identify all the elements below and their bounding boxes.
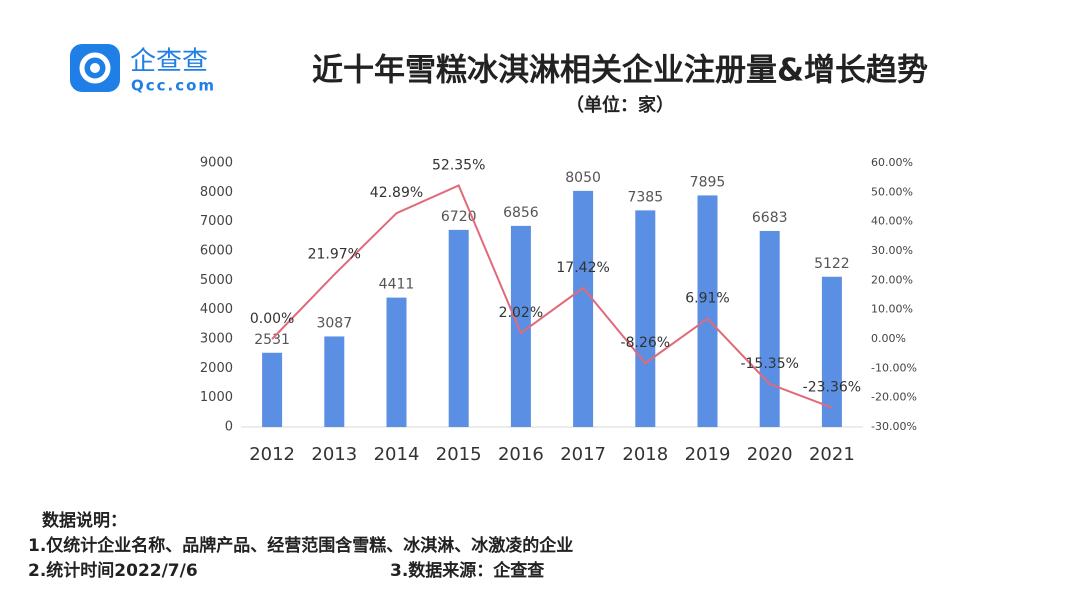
- y-tick-label: 5000: [200, 273, 233, 288]
- bar: [759, 230, 780, 427]
- x-tick-label: 2012: [249, 444, 295, 465]
- logo-name: 企查查: [130, 47, 208, 77]
- y-tick-label: 3000: [200, 332, 233, 347]
- y2-tick-label: -10.00%: [871, 361, 917, 374]
- x-tick-label: 2018: [622, 444, 668, 465]
- y2-tick-label: 10.00%: [871, 303, 913, 316]
- x-tick-label: 2016: [498, 444, 544, 465]
- x-tick-label: 2019: [685, 444, 731, 465]
- bar: [386, 297, 407, 427]
- bar-value-label: 6720: [441, 209, 477, 225]
- note: 3.数据来源：企查查: [390, 560, 545, 581]
- bar-value-label: 7385: [627, 189, 663, 205]
- bar-value-label: 6683: [752, 210, 788, 226]
- line: [271, 184, 833, 409]
- bar: [821, 276, 842, 427]
- line-value-label: -23.36%: [803, 380, 861, 396]
- y-tick-label: 0: [225, 420, 233, 435]
- y2-tick-label: 60.00%: [871, 156, 913, 169]
- line-value-label: 0.00%: [250, 311, 294, 327]
- x-tick-label: 2014: [374, 444, 420, 465]
- y-tick-label: 1000: [200, 390, 233, 405]
- y-tick-label: 9000: [200, 156, 233, 171]
- note: 1.仅统计企业名称、品牌产品、经营范围含雪糕、冰淇淋、冰激凌的企业: [28, 535, 573, 556]
- bar: [573, 190, 594, 427]
- bar: [262, 352, 283, 427]
- line-value-label: 52.35%: [432, 157, 485, 173]
- bar-value-label: 5122: [814, 256, 850, 272]
- y2-tick-label: 30.00%: [871, 244, 913, 257]
- notes-heading: 数据说明：: [42, 510, 127, 531]
- bar: [697, 195, 718, 427]
- y2-tick-label: -20.00%: [871, 391, 917, 404]
- y-tick-label: 8000: [200, 185, 233, 200]
- bar: [635, 210, 656, 427]
- logo-site: Qcc.com: [131, 77, 216, 95]
- logo-dot: [90, 63, 100, 73]
- bar: [324, 336, 345, 427]
- logo-ring: [79, 52, 111, 84]
- note: 2.统计时间2022/7/6: [28, 560, 198, 581]
- bar-value-label: 2531: [254, 332, 290, 348]
- bar-value-label: 7895: [690, 174, 726, 190]
- y-tick-label: 2000: [200, 361, 233, 376]
- chart-title: 近十年雪糕冰淇淋相关企业注册量&增长趋势: [312, 53, 928, 89]
- x-tick-label: 2015: [436, 444, 482, 465]
- y2-tick-label: 20.00%: [871, 273, 913, 286]
- line-value-label: -15.35%: [740, 356, 798, 372]
- line-value-label: 21.97%: [308, 247, 361, 263]
- bar-value-label: 8050: [565, 170, 601, 186]
- y2-tick-label: -30.00%: [871, 420, 917, 433]
- x-tick-label: 2021: [809, 444, 855, 465]
- y-tick-label: 6000: [200, 244, 233, 259]
- x-tick-label: 2017: [560, 444, 606, 465]
- x-tick-label: 2013: [311, 444, 357, 465]
- bar-value-label: 3087: [316, 315, 352, 331]
- line-value-label: 42.89%: [370, 185, 423, 201]
- bar-value-label: 6856: [503, 205, 539, 221]
- bar: [510, 225, 531, 427]
- x-tick-label: 2020: [747, 444, 793, 465]
- line-value-label: 2.02%: [499, 305, 543, 321]
- y2-tick-label: 40.00%: [871, 215, 913, 228]
- y2-tick-label: 50.00%: [871, 185, 913, 198]
- y-tick-label: 7000: [200, 214, 233, 229]
- line-value-label: 17.42%: [556, 260, 609, 276]
- y2-tick-label: 0.00%: [871, 332, 906, 345]
- line-value-label: 6.91%: [685, 291, 729, 307]
- line-value-label: -8.26%: [621, 335, 671, 351]
- y-tick-label: 4000: [200, 302, 233, 317]
- bar-value-label: 4411: [379, 277, 415, 293]
- bar: [448, 229, 469, 427]
- chart-subtitle: （单位：家）: [566, 94, 674, 116]
